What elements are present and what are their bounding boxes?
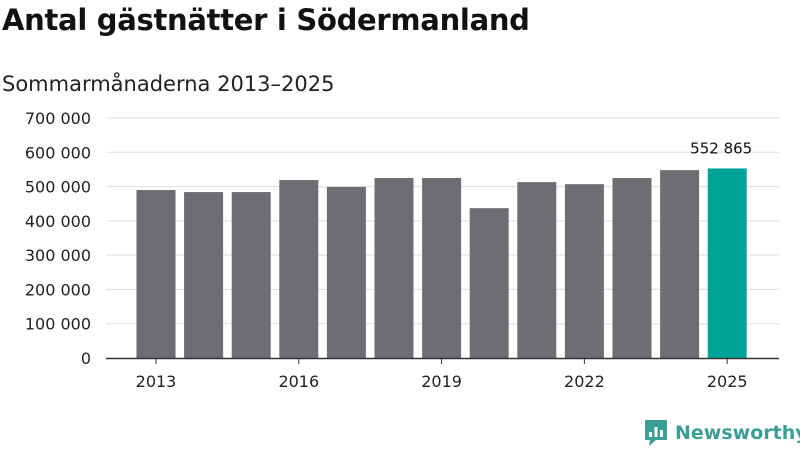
y-tick-label: 400 000 xyxy=(25,212,91,231)
x-axis-ticks: 2013 2016 2019 2022 2025 xyxy=(136,358,748,391)
bar-2020 xyxy=(469,208,509,358)
bar-2019 xyxy=(422,178,462,358)
bar-2016 xyxy=(279,180,319,358)
brand-logo-group: Newsworthy xyxy=(644,419,800,447)
x-tick-label: 2022 xyxy=(564,372,605,391)
bar-2018 xyxy=(374,178,414,358)
bar-2023 xyxy=(612,178,652,358)
x-tick-label: 2013 xyxy=(136,372,177,391)
bar-2021 xyxy=(517,182,557,358)
y-tick-label: 100 000 xyxy=(25,315,91,334)
y-tick-label: 600 000 xyxy=(25,143,91,162)
chart-title: Antal gästnätter i Södermanland xyxy=(2,3,530,37)
chart-subtitle: Sommarmånaderna 2013–2025 xyxy=(2,72,335,96)
bar-2024 xyxy=(660,170,700,358)
y-tick-label: 700 000 xyxy=(25,109,91,128)
bar-2013 xyxy=(136,190,176,358)
bar-2015 xyxy=(231,192,271,358)
y-tick-label: 200 000 xyxy=(25,280,91,299)
y-tick-label: 300 000 xyxy=(25,246,91,265)
data-labels: 552 865 xyxy=(690,139,752,157)
y-tick-label: 500 000 xyxy=(25,178,91,197)
bars xyxy=(136,168,747,358)
x-tick-label: 2019 xyxy=(421,372,462,391)
y-tick-label: 0 xyxy=(81,349,91,368)
newsworthy-logo-icon xyxy=(645,420,667,446)
bar-2022 xyxy=(564,184,604,358)
brand-name: Newsworthy xyxy=(675,422,800,444)
x-tick-label: 2025 xyxy=(707,372,748,391)
data-label: 552 865 xyxy=(690,139,752,157)
bar-2017 xyxy=(326,186,366,358)
bar-2025 xyxy=(707,168,747,358)
y-axis-ticks: 0 100 000 200 000 300 000 400 000 500 000 600 … xyxy=(25,109,91,368)
bar-2014 xyxy=(184,192,224,358)
x-tick-label: 2016 xyxy=(278,372,319,391)
